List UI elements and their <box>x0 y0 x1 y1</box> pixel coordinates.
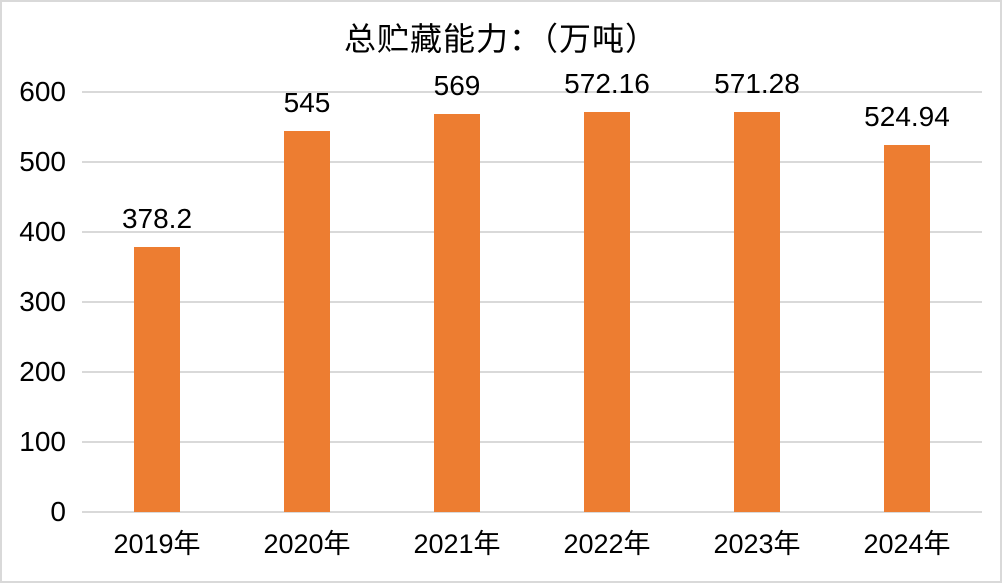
gridline-300 <box>82 301 982 303</box>
gridline-200 <box>82 371 982 373</box>
x-tick-label-2024年: 2024年 <box>863 529 951 559</box>
data-label-2019年: 378.2 <box>121 203 193 235</box>
bar-2019年 <box>134 247 180 512</box>
data-label-2022年: 572.16 <box>564 67 650 99</box>
y-tick-label-600: 600 <box>19 76 66 107</box>
bar-2021年 <box>434 113 480 512</box>
gridline-600 <box>82 91 982 93</box>
bar-2020年 <box>284 130 330 512</box>
data-label-2021年: 569 <box>433 69 481 101</box>
gridline-100 <box>82 441 982 443</box>
y-tick-label-300: 300 <box>19 286 66 317</box>
bar-2023年 <box>734 112 780 512</box>
x-tick-label-2023年: 2023年 <box>713 529 801 559</box>
data-label-2023年: 571.28 <box>714 68 800 100</box>
x-tick-label-2020年: 2020年 <box>263 529 351 559</box>
data-label-2024年: 524.94 <box>864 100 950 132</box>
gridline-400 <box>82 231 982 233</box>
y-tick-label-400: 400 <box>19 216 66 247</box>
data-label-2020年: 545 <box>283 86 331 118</box>
x-tick-label-2021年: 2021年 <box>413 529 501 559</box>
bar-2022年 <box>584 111 630 512</box>
x-tick-label-2019年: 2019年 <box>113 529 201 559</box>
y-tick-label-500: 500 <box>19 146 66 177</box>
x-axis-line <box>82 511 982 513</box>
plot-area: 378.2 545 569 572.16 571.28 524.94 <box>82 69 982 513</box>
chart-title: 总贮藏能力：（万吨） <box>343 20 658 58</box>
gridline-500 <box>82 161 982 163</box>
bar-2024年 <box>884 144 930 512</box>
y-tick-label-0: 0 <box>50 496 66 527</box>
y-tick-label-200: 200 <box>19 356 66 387</box>
y-tick-label-100: 100 <box>19 426 66 457</box>
x-tick-label-2022年: 2022年 <box>563 529 651 559</box>
